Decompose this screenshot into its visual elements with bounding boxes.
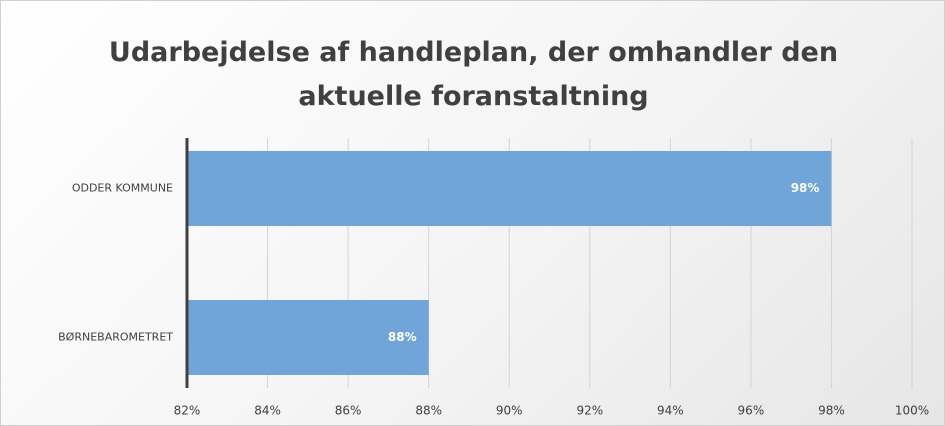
x-tick-label: 90% [496, 404, 523, 418]
x-tick-label: 94% [657, 404, 684, 418]
x-tick-label: 92% [576, 404, 603, 418]
x-tick-label: 96% [738, 404, 765, 418]
x-tick-label: 88% [415, 404, 442, 418]
x-tick-label: 100% [895, 404, 929, 418]
bar [187, 151, 832, 226]
x-tick-label: 98% [818, 404, 845, 418]
data-label: 88% [388, 330, 417, 344]
data-label: 98% [791, 181, 820, 195]
chart-title: Udarbejdelse af handleplan, der omhandle… [108, 37, 839, 112]
x-tick-label: 84% [254, 404, 281, 418]
x-tick-label: 86% [335, 404, 362, 418]
x-tick-label: 82% [174, 404, 201, 418]
bar [187, 300, 429, 375]
y-tick-label: BØRNEBAROMETRET [58, 331, 173, 344]
y-tick-label: ODDER KOMMUNE [72, 182, 173, 195]
